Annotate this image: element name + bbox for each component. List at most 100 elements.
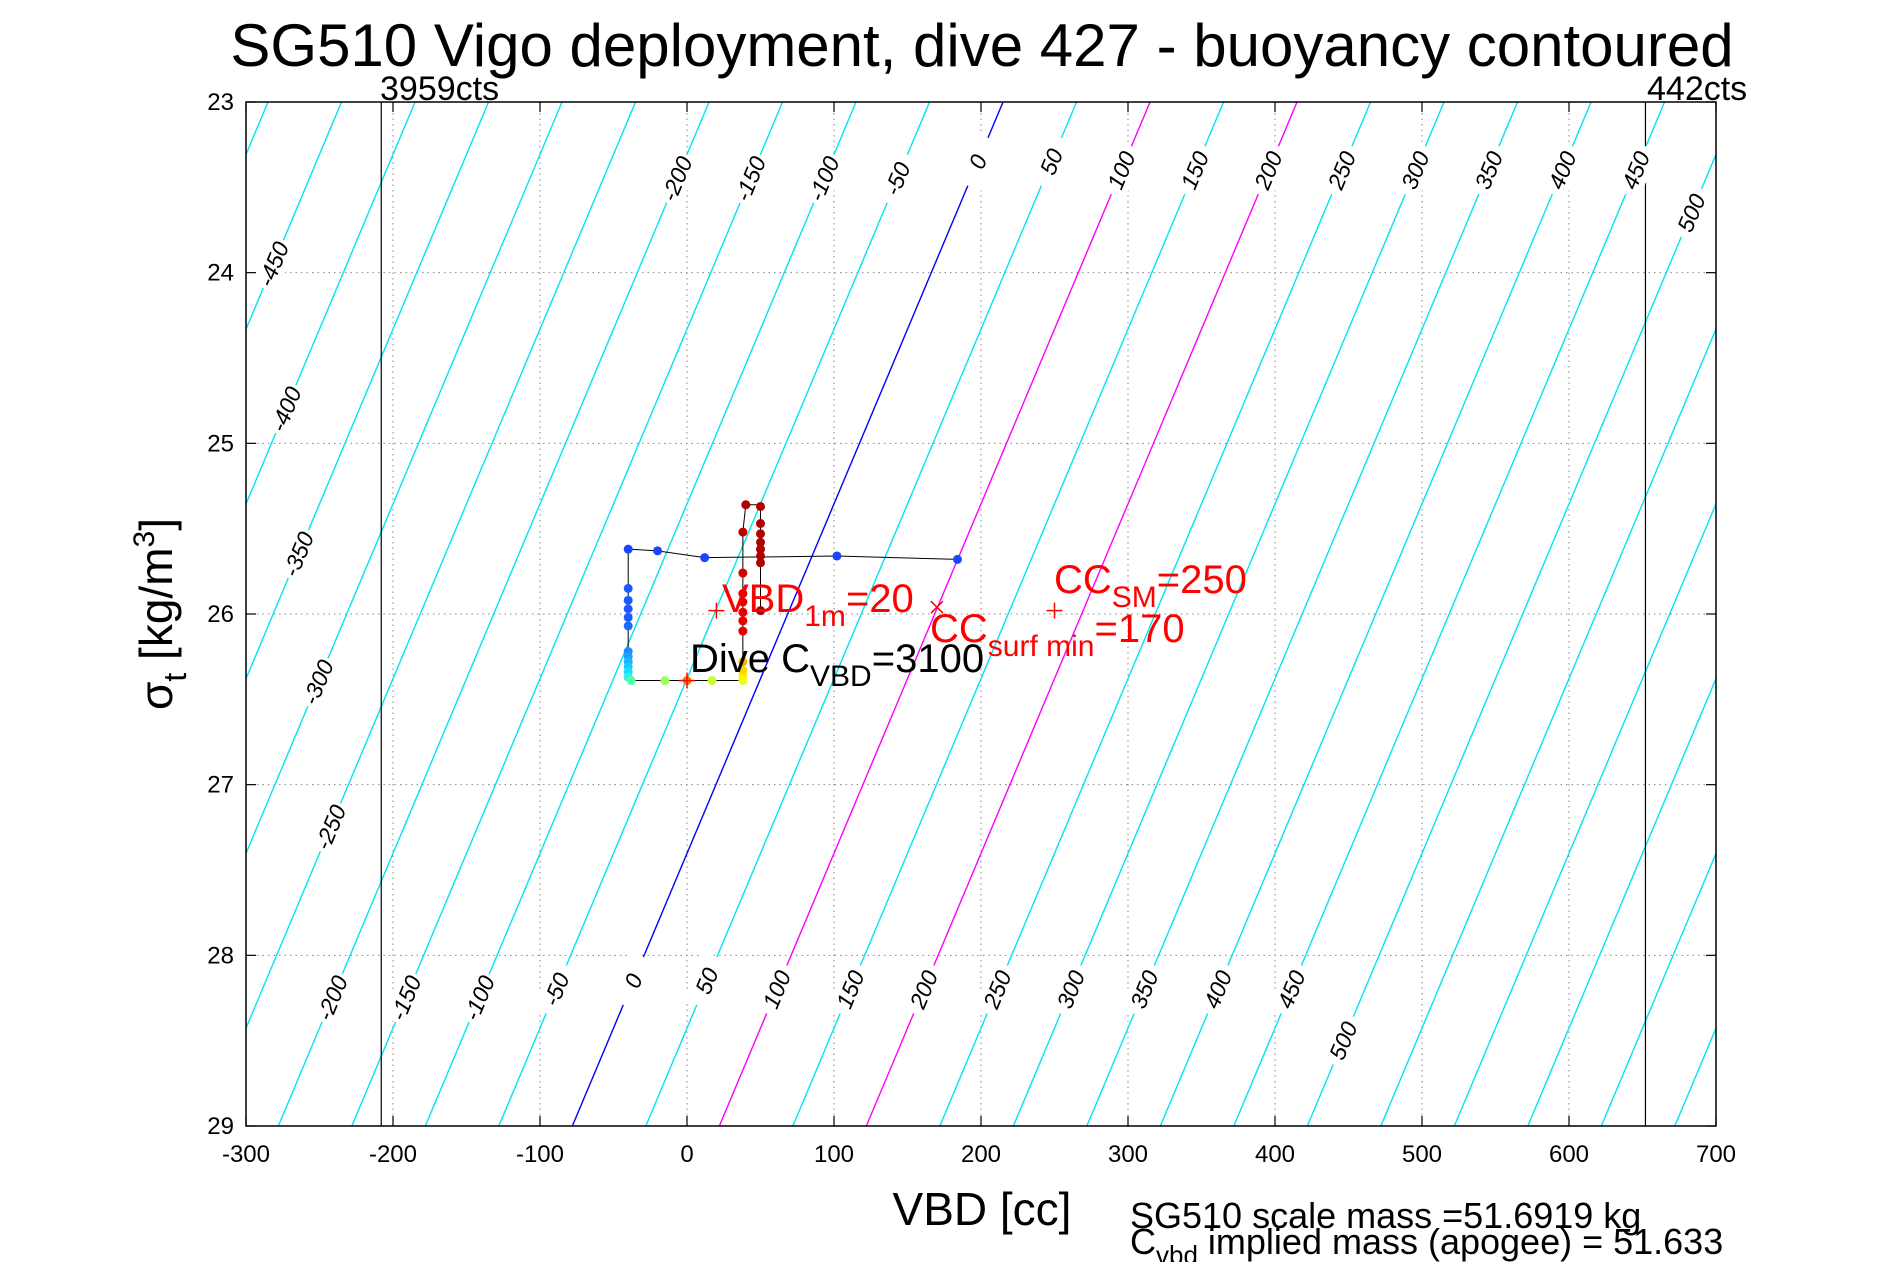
- contour-label-bg: [309, 968, 356, 1028]
- dive-track-point: [738, 607, 748, 617]
- contour-label-bg: [727, 149, 774, 209]
- contour-label-bg: [800, 149, 847, 209]
- y-axis-label-close: ]: [130, 518, 182, 531]
- contour-line: [1233, 102, 1666, 1126]
- contour-label-bg: [827, 960, 874, 1019]
- dive-track-point: [738, 665, 748, 675]
- dive-track-point: [623, 621, 633, 631]
- cc-surf-value: =170: [1094, 607, 1184, 651]
- x-tick-label: 700: [1696, 1141, 1736, 1168]
- dive-cvbd-sub: VBD: [810, 660, 872, 693]
- contour-label-bg: [275, 524, 322, 584]
- contour-label-bg: [294, 652, 341, 712]
- footer-implied-mass: Cvbd implied mass (apogee) = 51.633: [1130, 1221, 1723, 1262]
- contour-label-bg: [1194, 960, 1241, 1019]
- y-tick-label: 24: [207, 260, 234, 287]
- dive-track-point: [756, 519, 765, 529]
- dive-track-point: [756, 544, 765, 554]
- x-tick-label: 400: [1255, 1141, 1295, 1168]
- annotation-cc-surf-min: CCsurf min=170: [930, 607, 1185, 663]
- cc-sm-value: =250: [1157, 558, 1247, 602]
- contour-line: [0, 102, 121, 1126]
- contour-line: [1086, 102, 1519, 1126]
- x-tick-label: 200: [961, 1141, 1001, 1168]
- dive-track-point: [738, 568, 748, 578]
- y-tick-label: 29: [207, 1113, 234, 1140]
- contour-label-bg: [954, 132, 1001, 192]
- contour-label-bg: [307, 797, 354, 857]
- contour-label-bg: [753, 960, 800, 1019]
- contour-label-bg: [874, 149, 921, 209]
- contour-label-bg: [262, 379, 309, 439]
- y-axis-label-main: σ: [130, 682, 182, 710]
- contour-label-bg: [533, 960, 580, 1019]
- cc-sm-sub: SM: [1112, 581, 1157, 614]
- y-tick-label: 28: [207, 942, 234, 969]
- dive-track-point: [738, 527, 748, 537]
- contour-label-bg: [1171, 140, 1218, 200]
- contour-label-bg: [1318, 140, 1365, 200]
- dive-track-point: [626, 676, 636, 686]
- contour-line: [1306, 152, 1716, 1126]
- dive-track-point: [738, 616, 748, 626]
- contour-line: [1748, 102, 1891, 1126]
- x-tick-label: 300: [1108, 1141, 1148, 1168]
- contour-label-bg: [1392, 140, 1439, 200]
- annotation-vbd1m: VBD1m=20: [722, 577, 914, 633]
- footer-line2-sub: vbd: [1156, 1240, 1198, 1262]
- dive-track-point: [623, 604, 633, 614]
- cc-surf-sub: surf min: [988, 630, 1095, 663]
- vbd1m-sub: 1m: [804, 600, 846, 633]
- x-marker: [930, 600, 944, 614]
- footer-line2-main: C: [1130, 1221, 1156, 1262]
- dive-track-point: [741, 500, 751, 510]
- contour-label-bg: [1539, 140, 1586, 200]
- contour-line: [865, 102, 1298, 1126]
- dive-track-point: [738, 597, 748, 607]
- x-tick-label: 500: [1402, 1141, 1442, 1168]
- contour-label-bg: [610, 951, 657, 1011]
- y-tick-label: 25: [207, 430, 234, 457]
- contour-label-bg: [1121, 960, 1168, 1019]
- dive-track-point: [707, 676, 717, 686]
- contour-line: [246, 102, 490, 681]
- svg-text:CCsurf min=170: CCsurf min=170: [930, 607, 1185, 663]
- cc-sm-main: CC: [1054, 558, 1112, 602]
- contour-line: [1380, 327, 1716, 1126]
- dive-cvbd-value: =3100: [872, 637, 984, 681]
- contour-label-bg: [1028, 132, 1075, 192]
- contour-label-bg: [1098, 140, 1145, 200]
- vbd-limit-lines: [380, 102, 1647, 1126]
- contour-line: [498, 102, 931, 1126]
- dive-track-point: [623, 544, 633, 554]
- grid-lines: [246, 102, 1716, 1126]
- contour-label-bg: [653, 149, 700, 209]
- contour-line: [246, 102, 637, 1030]
- dive-track: [623, 500, 962, 686]
- dive-track-point: [832, 551, 842, 561]
- dive-track-point: [756, 551, 765, 561]
- dive-track-point: [660, 676, 670, 686]
- contour-label-bg: [974, 960, 1021, 1019]
- cc-surf-main: CC: [930, 607, 988, 651]
- dive-track-point: [738, 657, 748, 667]
- svg-text:Dive CVBD=3100: Dive CVBD=3100: [690, 637, 984, 693]
- contour-label-bg: [456, 968, 503, 1028]
- contour-line: [424, 102, 857, 1126]
- contour-line: [277, 102, 710, 1126]
- contour-label-bg: [382, 968, 429, 1028]
- contour-label-bg: [1668, 183, 1715, 243]
- dive-track-point: [738, 626, 748, 636]
- x-tick-label: -200: [369, 1141, 417, 1168]
- svg-text:σt [kg/m3]: σt [kg/m3]: [128, 518, 193, 710]
- contour-line: [1012, 102, 1445, 1126]
- dive-cvbd-main: Dive C: [690, 637, 810, 681]
- x-tick-label: -300: [222, 1141, 270, 1168]
- dive-track-point: [756, 537, 765, 547]
- x-tick-label: 100: [814, 1141, 854, 1168]
- y-tick-label: 23: [207, 89, 234, 116]
- limit-label-right: 442cts: [1647, 70, 1747, 108]
- dive-track-point: [952, 554, 962, 564]
- contour-label-bg: [1320, 1011, 1367, 1071]
